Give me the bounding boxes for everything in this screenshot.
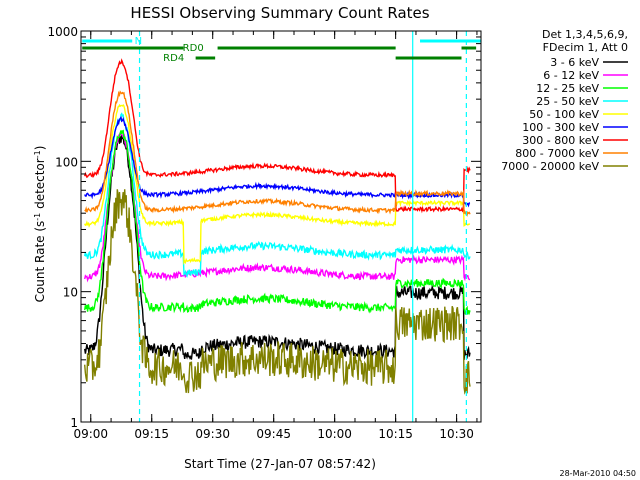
x-tick-label-2: 09:15 bbox=[134, 427, 169, 441]
legend-header-line-2: FDecim 1, Att 0 bbox=[543, 41, 628, 54]
legend-label-3: 12 - 25 keV bbox=[536, 82, 599, 95]
axis-layer: 09:00 09:15 09:30 09:45 10:00 10:15 10:30 1 10 10… bbox=[47, 25, 482, 441]
y-tick-label-3: 100 bbox=[55, 155, 78, 169]
series-line-9 bbox=[84, 189, 471, 395]
series-line-3 bbox=[84, 129, 471, 316]
n-label: N bbox=[135, 36, 142, 47]
x-tick-label-3: 09:30 bbox=[195, 427, 230, 441]
rd0-label: RD0 bbox=[183, 43, 204, 54]
y-tick-label-4: 1000 bbox=[47, 25, 78, 39]
series-line-1 bbox=[84, 134, 471, 360]
legend: Det 1,3,4,5,6,9, FDecim 1, Att 0 3 - 6 k… bbox=[501, 28, 628, 173]
legend-label-8: 800 - 7000 keV bbox=[515, 147, 599, 160]
y-axis-label: Count Rate (s-1 detector-1) bbox=[33, 146, 47, 303]
y-tick-label-2: 10 bbox=[63, 286, 78, 300]
y-tick-label-1: 1 bbox=[70, 416, 78, 430]
legend-label-2: 6 - 12 keV bbox=[543, 69, 599, 82]
legend-label-1: 3 - 6 keV bbox=[550, 56, 599, 69]
x-tick-label-1: 09:00 bbox=[73, 427, 108, 441]
series-layer bbox=[84, 58, 471, 395]
legend-label-9: 7000 - 20000 keV bbox=[501, 160, 599, 173]
legend-header-line-1: Det 1,3,4,5,6,9, bbox=[542, 28, 628, 41]
rd4-label: RD4 bbox=[163, 53, 184, 64]
series-line-6 bbox=[84, 115, 471, 208]
x-tick-label-7: 10:30 bbox=[439, 427, 474, 441]
plot-frame bbox=[80, 30, 482, 423]
legend-label-7: 300 - 800 keV bbox=[522, 134, 599, 147]
legend-label-4: 25 - 50 keV bbox=[536, 95, 599, 108]
series-line-7 bbox=[84, 58, 471, 214]
generation-timestamp: 28-Mar-2010 04:50 bbox=[560, 469, 637, 478]
series-line-2 bbox=[84, 133, 471, 283]
x-tick-label-5: 10:00 bbox=[317, 427, 352, 441]
legend-label-5: 50 - 100 keV bbox=[529, 108, 599, 121]
chart-title: HESSI Observing Summary Count Rates bbox=[130, 4, 429, 22]
series-line-4 bbox=[84, 112, 471, 278]
series-line-5 bbox=[84, 103, 471, 266]
x-axis-label: Start Time (27-Jan-07 08:57:42) bbox=[184, 457, 376, 471]
legend-label-6: 100 - 300 keV bbox=[522, 121, 599, 134]
x-tick-label-6: 10:15 bbox=[378, 427, 413, 441]
x-tick-label-4: 09:45 bbox=[256, 427, 291, 441]
series-line-8 bbox=[84, 90, 471, 217]
